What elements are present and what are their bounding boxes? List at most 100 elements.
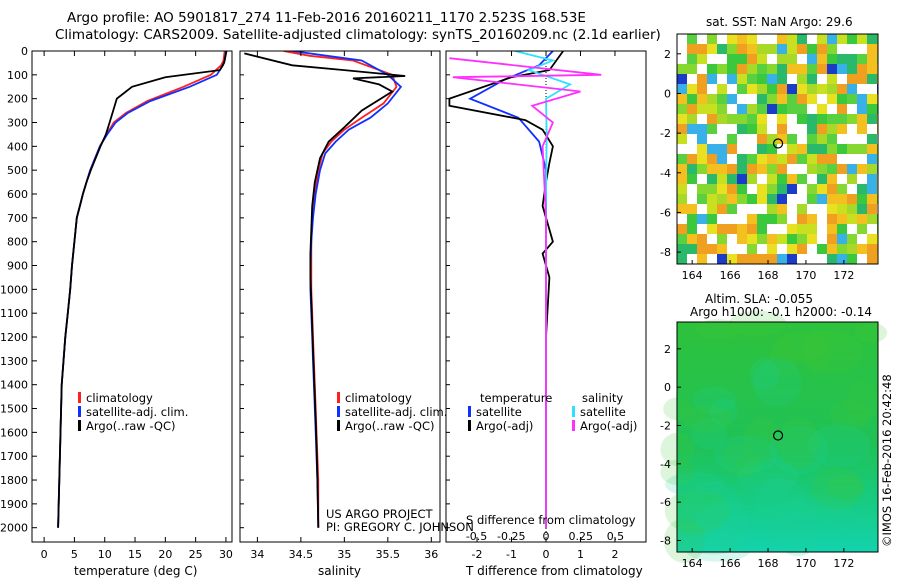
legend-label: satellite: [476, 405, 522, 419]
sst-cell: [687, 224, 697, 234]
sst-cell: [687, 244, 697, 254]
sst-cell: [827, 244, 837, 254]
sst-cell: [737, 194, 747, 204]
sst-cell: [777, 64, 787, 74]
sla-blob: [829, 399, 870, 430]
sst-cell: [687, 94, 697, 104]
pi-credit: PI: GREGORY C. JOHNSON: [326, 520, 474, 534]
sst-cell: [677, 74, 687, 84]
sst-cell: [807, 74, 817, 84]
legend-entry: climatology: [337, 391, 447, 405]
x-tick-label: 166: [720, 269, 741, 282]
sst-cell: [787, 54, 797, 64]
sst-cell: [777, 164, 787, 174]
sst-cell: [797, 214, 807, 224]
sst-cell: [817, 104, 827, 114]
sst-cell: [847, 214, 857, 224]
sla-blob: [807, 424, 871, 467]
y-tick-label: 1200: [0, 331, 28, 344]
y-tick-label: 100: [7, 69, 28, 82]
sst-cell: [797, 94, 807, 104]
sst-cell: [827, 254, 837, 264]
sst-cell: [717, 44, 727, 54]
sla-blob: [832, 506, 857, 532]
sst-cell: [767, 94, 777, 104]
sst-cell: [847, 84, 857, 94]
sst-cell: [787, 104, 797, 114]
y-tick-label: -6: [660, 206, 671, 219]
sst-cell: [787, 154, 797, 164]
y-tick-label: -2: [660, 127, 671, 140]
sst-cell: [847, 114, 857, 124]
sst-cell: [807, 94, 817, 104]
sst-cell: [767, 134, 777, 144]
sst-cell: [747, 44, 757, 54]
sst-cell: [837, 184, 847, 194]
sst-cell: [867, 164, 877, 174]
sst-cell: [737, 174, 747, 184]
sst-cell: [757, 44, 767, 54]
sst-cell: [837, 234, 847, 244]
sst-cell: [827, 204, 837, 214]
sst-cell: [797, 64, 807, 74]
sst-cell: [697, 234, 707, 244]
sst-cell: [697, 214, 707, 224]
sst-cell: [737, 104, 747, 114]
sst-cell: [727, 204, 737, 214]
sst-cell: [767, 84, 777, 94]
sst-cell: [757, 124, 767, 134]
sst-cell: [787, 144, 797, 154]
sst-cell: [787, 254, 797, 264]
sst-cell: [837, 124, 847, 134]
sst-cell: [867, 214, 877, 224]
sst-cell: [777, 74, 787, 84]
map-frame: [676, 321, 879, 553]
sst-cell: [717, 254, 727, 264]
sla-blob: [728, 310, 787, 337]
sst-cell: [837, 224, 847, 234]
sst-cell: [677, 254, 687, 264]
sst-cell: [807, 224, 817, 234]
sst-cell: [687, 154, 697, 164]
x-tick-label: 35: [337, 548, 351, 561]
sst-cell: [807, 64, 817, 74]
sst-cell: [757, 164, 767, 174]
legend-entry: satellite: [572, 405, 637, 419]
sst-cell: [707, 244, 717, 254]
legend-label: Argo(..raw -QC): [345, 419, 435, 433]
salinity-xlabel: salinity: [318, 564, 362, 578]
y-tick-label: 1700: [0, 450, 28, 463]
sst-cell: [807, 84, 817, 94]
sst-cell: [747, 194, 757, 204]
sst-cell: [677, 134, 687, 144]
sst-cell: [827, 74, 837, 84]
sst-cell: [737, 114, 747, 124]
sla-blob: [778, 417, 820, 469]
sst-cell: [767, 144, 777, 154]
sla-blob: [664, 489, 730, 534]
sst-cell: [737, 124, 747, 134]
sst-cell: [697, 154, 707, 164]
sst-cell: [827, 164, 837, 174]
x-tick-label: 0: [41, 548, 48, 561]
legend-swatch: [78, 420, 81, 431]
sst-cell: [677, 244, 687, 254]
sst-cell: [807, 234, 817, 244]
sst-cell: [827, 94, 837, 104]
y-tick-label: 700: [7, 212, 28, 225]
sst-cell: [747, 154, 757, 164]
sla-blob: [713, 435, 778, 474]
sst-cell: [727, 164, 737, 174]
sst-cell: [867, 254, 877, 264]
sst-cell: [777, 124, 787, 134]
sst-cell: [687, 124, 697, 134]
legend-swatch: [337, 406, 340, 417]
sst-cell: [827, 114, 837, 124]
sst-cell: [827, 234, 837, 244]
temperature-xlabel: temperature (deg C): [74, 564, 198, 578]
sst-cell: [687, 234, 697, 244]
sst-cell: [677, 204, 687, 214]
sla-blob: [769, 337, 798, 377]
sst-cell: [727, 254, 737, 264]
sst-cell: [817, 164, 827, 174]
